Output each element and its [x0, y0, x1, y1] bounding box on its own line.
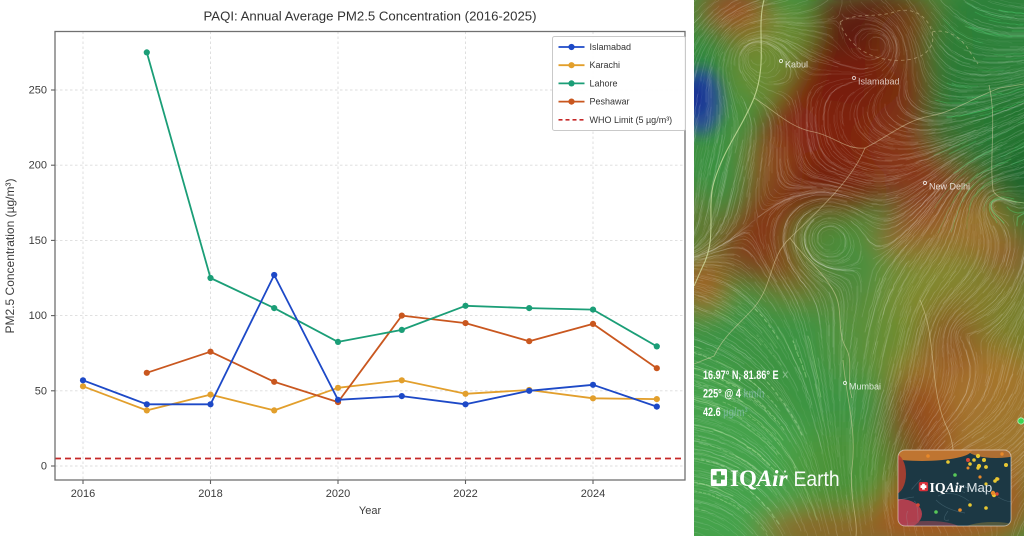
svg-text:Islamabad: Islamabad — [590, 42, 632, 52]
svg-text:Lahore: Lahore — [590, 78, 618, 88]
svg-text:✕: ✕ — [781, 369, 789, 383]
svg-text:0: 0 — [41, 461, 47, 473]
svg-text:2024: 2024 — [581, 488, 605, 500]
svg-text:250: 250 — [29, 85, 47, 97]
svg-text:Karachi: Karachi — [590, 60, 621, 70]
svg-text:Earth: Earth — [794, 468, 840, 491]
svg-text:WHO Limit (5 µg/m³): WHO Limit (5 µg/m³) — [590, 115, 673, 125]
svg-text:200: 200 — [29, 160, 47, 172]
svg-text:New Delhi: New Delhi — [929, 182, 970, 192]
svg-text:Kabul: Kabul — [785, 60, 808, 70]
svg-text:225° @ 4 km/h: 225° @ 4 km/h — [703, 387, 765, 401]
svg-text:42.6 µg/m³: 42.6 µg/m³ — [703, 406, 748, 420]
svg-text:Peshawar: Peshawar — [590, 97, 630, 107]
svg-text:Islamabad: Islamabad — [858, 77, 900, 87]
svg-text:100: 100 — [29, 310, 47, 322]
svg-text:2018: 2018 — [198, 488, 222, 500]
svg-text:2020: 2020 — [326, 488, 350, 500]
svg-text:16.97° N, 81.86° E: 16.97° N, 81.86° E — [703, 369, 779, 383]
svg-text:IQAir: IQAir — [730, 466, 789, 491]
svg-text:2016: 2016 — [71, 488, 95, 500]
svg-text:Map: Map — [967, 480, 993, 495]
svg-text:50: 50 — [35, 385, 47, 397]
svg-text:IQAir: IQAir — [930, 480, 965, 495]
svg-text:150: 150 — [29, 235, 47, 247]
svg-text:PAQI: Annual Average PM2.5 Con: PAQI: Annual Average PM2.5 Concentration… — [203, 9, 536, 24]
svg-text:PM2.5 Concentration (µg/m³): PM2.5 Concentration (µg/m³) — [3, 179, 17, 334]
svg-text:Mumbai: Mumbai — [849, 382, 881, 392]
svg-text:Year: Year — [359, 505, 382, 517]
svg-text:2022: 2022 — [453, 488, 477, 500]
